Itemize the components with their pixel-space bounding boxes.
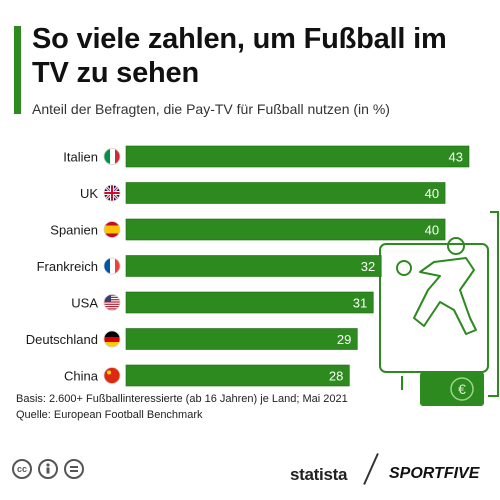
bar-value-label: 43 [449, 150, 463, 165]
bar-row: 40 Spanien [50, 218, 446, 241]
statista-logo[interactable]: statista [290, 465, 348, 484]
bars-layer: 43 Italien 40 UK 40 Spanien 32 Frankreich 31 USA 2… [26, 145, 470, 387]
source-note: Basis: 2.600+ Fußballinteressierte (ab 1… [16, 391, 486, 423]
spain-flag-icon [103, 221, 121, 238]
title-accent-bar [14, 26, 21, 114]
bar [125, 218, 446, 241]
bar-value-label: 32 [361, 259, 375, 274]
germany-flag-icon [103, 330, 121, 348]
source-quelle: Quelle: European Football Benchmark [16, 409, 203, 421]
china-flag-icon [103, 367, 121, 384]
bar-row: 31 USA [71, 291, 374, 314]
bar [125, 255, 382, 277]
category-label: Deutschland [26, 332, 98, 347]
euro-symbol: € [458, 381, 466, 397]
usa-flag-icon [103, 294, 121, 311]
sportfive-logo[interactable]: SPORTFIVE [389, 465, 480, 482]
source-basis: Basis: 2.600+ Fußballinteressierte (ab 1… [16, 393, 348, 405]
bar-value-label: 31 [353, 296, 367, 311]
euro-bill-icon: € [420, 372, 484, 406]
bar [125, 364, 350, 387]
bar [125, 182, 446, 204]
tv-illustration: € [379, 211, 499, 406]
license-icons: cc [12, 459, 84, 479]
bar-row: 29 Deutschland [26, 328, 358, 350]
bar-value-label: 40 [425, 186, 439, 201]
category-label: Italien [63, 150, 98, 165]
bar-row: 28 China [64, 364, 350, 387]
cc-icon[interactable]: cc [12, 459, 32, 479]
bar-row: 40 UK [80, 182, 446, 204]
bar-value-label: 40 [425, 223, 439, 238]
chart-subtitle: Anteil der Befragten, die Pay-TV für Fuß… [32, 101, 390, 117]
bar-value-label: 28 [329, 369, 343, 384]
bar [125, 328, 358, 350]
uk-flag-icon [103, 184, 121, 202]
category-label: UK [80, 186, 98, 201]
football-player-icon [396, 237, 477, 335]
france-flag-icon [103, 257, 121, 275]
category-label: Spanien [50, 223, 98, 238]
category-label: Frankreich [37, 259, 98, 274]
bar-row: 32 Frankreich [37, 255, 382, 277]
bar [125, 145, 470, 168]
italy-flag-icon [103, 148, 121, 165]
bar-row: 43 Italien [63, 145, 470, 168]
no-derivatives-icon[interactable] [64, 459, 84, 479]
chart-title: So viele zahlen, um Fußball im TV zu seh… [32, 23, 447, 89]
category-label: USA [71, 296, 98, 311]
category-label: China [64, 369, 99, 384]
bar [125, 291, 374, 314]
attribution-icon[interactable] [38, 459, 58, 479]
bar-value-label: 29 [337, 332, 351, 347]
